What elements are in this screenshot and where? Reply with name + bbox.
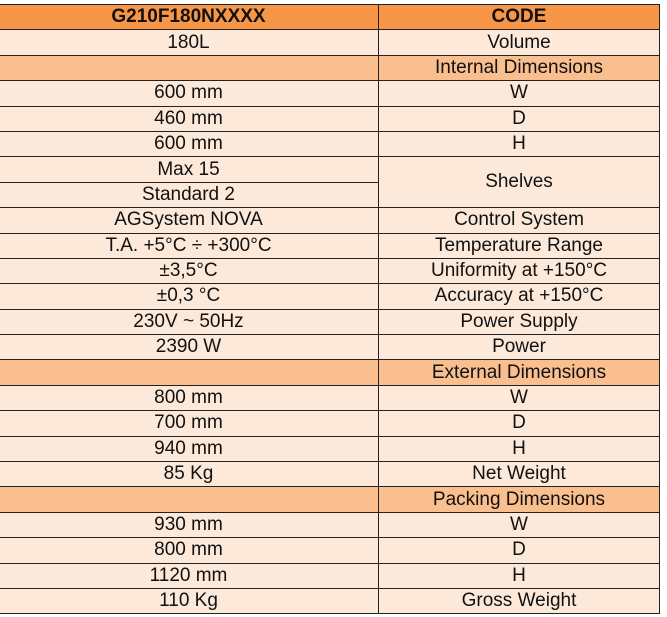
- data-row: T.A. +5°C ÷ +300°C Temperature Range: [0, 232, 660, 259]
- empty-cell: [0, 54, 379, 82]
- data-row: ±3,5°C Uniformity at +150°C: [0, 257, 660, 285]
- code-cell: Net Weight: [378, 461, 660, 488]
- empty-cell: [0, 359, 379, 386]
- value-cell: ±0,3 °C: [0, 283, 379, 310]
- value-cell: 1120 mm: [0, 562, 379, 589]
- table-body: G210F180NXXXX CODE 180L Volume Internal Di…: [0, 3, 660, 615]
- code-cell: W: [378, 384, 660, 412]
- data-row: 940 mm H: [0, 435, 660, 463]
- code-cell: W: [378, 80, 660, 107]
- value-cell: 85 Kg: [0, 461, 379, 488]
- data-row: 930 mm W: [0, 511, 660, 539]
- code-cell: Control System: [378, 207, 660, 234]
- value-cell: 700 mm: [0, 410, 379, 437]
- value-cell: 600 mm: [0, 130, 379, 158]
- data-row: ±0,3 °C Accuracy at +150°C: [0, 283, 660, 310]
- data-row: 230V ~ 50Hz Power Supply: [0, 308, 660, 336]
- value-cell: 2390 W: [0, 334, 379, 361]
- data-row: Max 15 Shelves: [0, 156, 660, 209]
- value-cell: 460 mm: [0, 105, 379, 132]
- data-row: 2390 W Power: [0, 334, 660, 361]
- data-row: 1120 mm H: [0, 562, 660, 589]
- section-cell: Packing Dimensions: [378, 486, 660, 513]
- data-row: 800 mm W: [0, 384, 660, 412]
- code-cell: Power Supply: [378, 308, 660, 336]
- header-cell: G210F180NXXXX: [0, 3, 379, 31]
- code-cell: Temperature Range: [378, 232, 660, 259]
- value-cell: ±3,5°C: [0, 257, 379, 285]
- value-cell: 940 mm: [0, 435, 379, 463]
- data-row: AGSystem NOVA Control System: [0, 207, 660, 234]
- value-cell: 800 mm: [0, 537, 379, 564]
- section-row: External Dimensions: [0, 359, 660, 386]
- value-cell: 930 mm: [0, 511, 379, 539]
- value-cell: 110 Kg: [0, 587, 379, 615]
- value-cell: 180L: [0, 29, 379, 56]
- value-cell: AGSystem NOVA: [0, 207, 379, 234]
- section-cell: External Dimensions: [378, 359, 660, 386]
- value-cell: 800 mm: [0, 384, 379, 412]
- data-row: 800 mm D: [0, 537, 660, 564]
- code-cell: Gross Weight: [378, 587, 660, 615]
- value-cell: 600 mm: [0, 80, 379, 107]
- data-row: 600 mm H: [0, 130, 660, 158]
- code-cell: Accuracy at +150°C: [378, 283, 660, 310]
- spec-table: G210F180NXXXX CODE 180L Volume Internal Di…: [0, 3, 660, 615]
- code-cell: Volume: [378, 29, 660, 56]
- data-row: 85 Kg Net Weight: [0, 461, 660, 488]
- code-cell: H: [378, 562, 660, 589]
- section-row: Internal Dimensions: [0, 54, 660, 82]
- value-cell: 230V ~ 50Hz: [0, 308, 379, 336]
- section-row: Packing Dimensions: [0, 486, 660, 513]
- value-cell: Standard 2: [0, 181, 379, 209]
- header-row: G210F180NXXXX CODE: [0, 3, 660, 31]
- code-cell: Power: [378, 334, 660, 361]
- section-cell: Internal Dimensions: [378, 54, 660, 82]
- code-cell: Shelves: [378, 156, 660, 209]
- data-row: 110 Kg Gross Weight: [0, 587, 660, 615]
- code-cell: W: [378, 511, 660, 539]
- empty-cell: [0, 486, 379, 513]
- data-row: 700 mm D: [0, 410, 660, 437]
- header-cell: CODE: [378, 3, 660, 31]
- data-row: Standard 2: [0, 181, 660, 209]
- code-cell: D: [378, 410, 660, 437]
- data-row: 460 mm D: [0, 105, 660, 132]
- data-row: 180L Volume: [0, 29, 660, 56]
- code-cell: H: [378, 130, 660, 158]
- code-cell: D: [378, 537, 660, 564]
- code-cell: Uniformity at +150°C: [378, 257, 660, 285]
- value-cell: Max 15: [0, 156, 379, 183]
- data-row: 600 mm W: [0, 80, 660, 107]
- value-cell: T.A. +5°C ÷ +300°C: [0, 232, 379, 259]
- code-cell: H: [378, 435, 660, 463]
- code-cell: D: [378, 105, 660, 132]
